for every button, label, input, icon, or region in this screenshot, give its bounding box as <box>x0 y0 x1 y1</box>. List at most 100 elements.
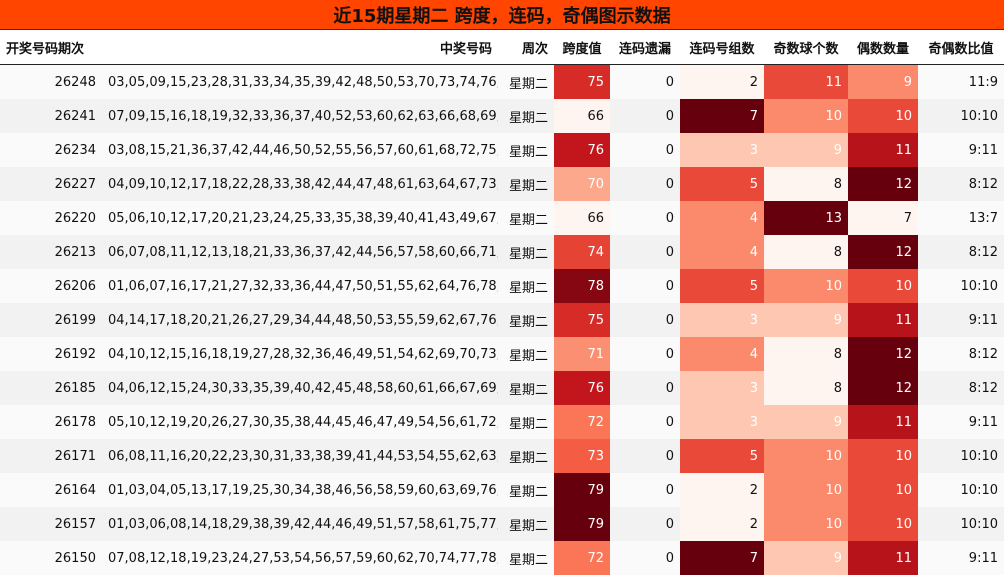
cell-consecutive-groups: 5 <box>680 167 764 201</box>
cell-numbers: 04,06,12,15,24,30,33,35,39,40,42,45,48,5… <box>102 371 498 405</box>
cell-consecutive-groups: 4 <box>680 201 764 235</box>
header-period: 开奖号码期次 <box>0 30 102 65</box>
table-row: 26206 01,06,07,16,17,21,27,32,33,36,44,47… <box>0 269 1004 303</box>
table-row: 26220 05,06,10,12,17,20,21,23,24,25,33,35… <box>0 201 1004 235</box>
cell-period: 26206 <box>0 269 102 303</box>
cell-numbers: 01,03,04,05,13,17,19,25,30,34,38,46,56,5… <box>102 473 498 507</box>
cell-span: 70 <box>554 167 610 201</box>
cell-numbers: 06,08,11,16,20,22,23,30,31,33,38,39,41,4… <box>102 439 498 473</box>
header-odd-even-ratio: 奇偶数比值 <box>918 30 1004 65</box>
cell-odd-count: 11 <box>764 64 848 99</box>
cell-consecutive-miss: 0 <box>610 235 680 269</box>
cell-consecutive-miss: 0 <box>610 405 680 439</box>
cell-consecutive-miss: 0 <box>610 303 680 337</box>
cell-span: 72 <box>554 405 610 439</box>
cell-odd-even-ratio: 9:11 <box>918 541 1004 575</box>
cell-span: 78 <box>554 269 610 303</box>
cell-period: 26199 <box>0 303 102 337</box>
cell-consecutive-groups: 2 <box>680 473 764 507</box>
cell-consecutive-miss: 0 <box>610 371 680 405</box>
cell-even-count: 10 <box>848 269 918 303</box>
cell-numbers: 04,10,12,15,16,18,19,27,28,32,36,46,49,5… <box>102 337 498 371</box>
cell-numbers: 04,14,17,18,20,21,26,27,29,34,44,48,50,5… <box>102 303 498 337</box>
cell-period: 26241 <box>0 99 102 133</box>
cell-period: 26178 <box>0 405 102 439</box>
cell-weekday: 星期二 <box>498 473 554 507</box>
cell-period: 26164 <box>0 473 102 507</box>
cell-consecutive-groups: 2 <box>680 507 764 541</box>
header-numbers: 中奖号码 <box>102 30 498 65</box>
cell-consecutive-miss: 0 <box>610 337 680 371</box>
table-row: 26234 03,08,15,21,36,37,42,44,46,50,52,55… <box>0 133 1004 167</box>
cell-weekday: 星期二 <box>498 371 554 405</box>
cell-even-count: 11 <box>848 303 918 337</box>
cell-weekday: 星期二 <box>498 507 554 541</box>
cell-consecutive-groups: 4 <box>680 235 764 269</box>
table-row: 26164 01,03,04,05,13,17,19,25,30,34,38,46… <box>0 473 1004 507</box>
cell-period: 26192 <box>0 337 102 371</box>
cell-odd-count: 10 <box>764 99 848 133</box>
cell-weekday: 星期二 <box>498 303 554 337</box>
cell-numbers: 05,06,10,12,17,20,21,23,24,25,33,35,38,3… <box>102 201 498 235</box>
cell-span: 75 <box>554 64 610 99</box>
cell-consecutive-miss: 0 <box>610 439 680 473</box>
table-row: 26185 04,06,12,15,24,30,33,35,39,40,42,45… <box>0 371 1004 405</box>
cell-odd-even-ratio: 10:10 <box>918 473 1004 507</box>
cell-period: 26220 <box>0 201 102 235</box>
cell-odd-even-ratio: 8:12 <box>918 371 1004 405</box>
cell-consecutive-miss: 0 <box>610 541 680 575</box>
cell-even-count: 12 <box>848 371 918 405</box>
cell-numbers: 01,06,07,16,17,21,27,32,33,36,44,47,50,5… <box>102 269 498 303</box>
cell-span: 71 <box>554 337 610 371</box>
cell-odd-even-ratio: 13:7 <box>918 201 1004 235</box>
cell-span: 66 <box>554 99 610 133</box>
cell-span: 79 <box>554 507 610 541</box>
cell-consecutive-groups: 3 <box>680 405 764 439</box>
table-row: 26178 05,10,12,19,20,26,27,30,35,38,44,45… <box>0 405 1004 439</box>
cell-odd-even-ratio: 9:11 <box>918 405 1004 439</box>
cell-even-count: 11 <box>848 133 918 167</box>
cell-even-count: 10 <box>848 473 918 507</box>
cell-even-count: 12 <box>848 235 918 269</box>
cell-odd-count: 10 <box>764 269 848 303</box>
cell-weekday: 星期二 <box>498 439 554 473</box>
cell-odd-count: 9 <box>764 133 848 167</box>
table-row: 26157 01,03,06,08,14,18,29,38,39,42,44,46… <box>0 507 1004 541</box>
cell-period: 26185 <box>0 371 102 405</box>
cell-odd-count: 10 <box>764 439 848 473</box>
cell-weekday: 星期二 <box>498 167 554 201</box>
cell-period: 26171 <box>0 439 102 473</box>
cell-even-count: 11 <box>848 541 918 575</box>
cell-consecutive-miss: 0 <box>610 99 680 133</box>
cell-period: 26227 <box>0 167 102 201</box>
cell-odd-even-ratio: 10:10 <box>918 269 1004 303</box>
cell-consecutive-groups: 5 <box>680 269 764 303</box>
cell-consecutive-groups: 3 <box>680 133 764 167</box>
cell-span: 79 <box>554 473 610 507</box>
cell-odd-count: 9 <box>764 405 848 439</box>
table-row: 26150 07,08,12,18,19,23,24,27,53,54,56,57… <box>0 541 1004 575</box>
cell-period: 26150 <box>0 541 102 575</box>
cell-odd-even-ratio: 10:10 <box>918 99 1004 133</box>
cell-weekday: 星期二 <box>498 133 554 167</box>
cell-odd-count: 8 <box>764 167 848 201</box>
cell-consecutive-miss: 0 <box>610 473 680 507</box>
cell-consecutive-miss: 0 <box>610 133 680 167</box>
cell-odd-even-ratio: 10:10 <box>918 507 1004 541</box>
cell-odd-count: 8 <box>764 235 848 269</box>
cell-span: 66 <box>554 201 610 235</box>
header-weekday: 周次 <box>498 30 554 65</box>
cell-consecutive-groups: 7 <box>680 99 764 133</box>
cell-weekday: 星期二 <box>498 337 554 371</box>
cell-period: 26157 <box>0 507 102 541</box>
cell-numbers: 04,09,10,12,17,18,22,28,33,38,42,44,47,4… <box>102 167 498 201</box>
cell-consecutive-miss: 0 <box>610 201 680 235</box>
cell-odd-count: 9 <box>764 303 848 337</box>
cell-odd-even-ratio: 10:10 <box>918 439 1004 473</box>
cell-consecutive-groups: 7 <box>680 541 764 575</box>
cell-odd-even-ratio: 8:12 <box>918 337 1004 371</box>
table-body: 26248 03,05,09,15,23,28,31,33,34,35,39,42… <box>0 64 1004 575</box>
cell-period: 26248 <box>0 64 102 99</box>
cell-numbers: 03,05,09,15,23,28,31,33,34,35,39,42,48,5… <box>102 64 498 99</box>
cell-numbers: 03,08,15,21,36,37,42,44,46,50,52,55,56,5… <box>102 133 498 167</box>
